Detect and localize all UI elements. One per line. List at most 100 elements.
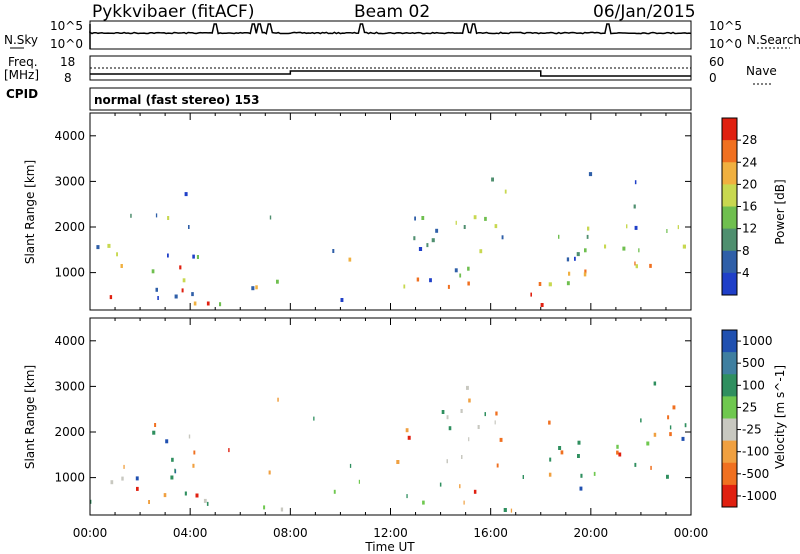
colorbar-swatch	[722, 330, 737, 353]
scatter-cell	[123, 464, 125, 469]
scatter-cell	[558, 234, 560, 239]
freq-tick-top: 18	[60, 55, 75, 69]
scatter-cell	[566, 257, 570, 262]
velocity-panel	[89, 317, 692, 516]
scatter-cell	[468, 437, 470, 442]
velocity-colorbar-label: Velocity [m s^-1]	[773, 365, 787, 469]
scatter-cell	[626, 224, 628, 229]
scatter-cell	[206, 301, 210, 306]
y-tick-label: 2000	[54, 220, 85, 234]
scatter-cell	[333, 489, 336, 494]
scatter-cell	[181, 288, 184, 293]
scatter-cell	[167, 253, 169, 258]
scatter-cell	[403, 284, 406, 289]
scatter-cell	[574, 256, 576, 261]
scatter-cell	[468, 398, 471, 403]
scatter-cell	[588, 172, 593, 177]
colorbar-tick-label: -100	[742, 445, 769, 459]
scatter-cell	[560, 450, 564, 455]
freq-label: Freq.	[8, 55, 38, 69]
scatter-cell	[120, 264, 123, 268]
nsearch-tick-top: 10^5	[709, 19, 742, 33]
scatter-cell	[107, 243, 111, 248]
scatter-cell	[152, 430, 156, 435]
time-tick-label: 00:00	[73, 526, 108, 540]
colorbar-swatch	[722, 118, 737, 141]
scatter-cell	[459, 273, 462, 278]
scatter-cell	[184, 491, 187, 496]
scatter-cell	[349, 463, 352, 468]
scatter-cell	[251, 286, 255, 291]
scatter-cell	[635, 264, 638, 269]
cpid-text: normal (fast stereo) 153	[94, 93, 260, 107]
xlabel: Time UT	[364, 540, 415, 554]
scatter-cell	[669, 425, 672, 430]
scatter-cell	[157, 296, 159, 300]
colorbar-tick-label: 1000	[742, 334, 773, 348]
scatter-cell	[522, 475, 524, 479]
scatter-cell	[499, 437, 503, 442]
scatter-cell	[473, 215, 477, 220]
scatter-cell	[484, 216, 487, 221]
scatter-cell	[634, 261, 636, 266]
scatter-cell	[580, 473, 583, 478]
time-tick-label: 00:00	[674, 526, 709, 540]
scatter-cell	[413, 236, 416, 241]
scatter-cell	[548, 282, 552, 287]
scatter-cell	[135, 476, 139, 481]
scatter-cell	[548, 420, 551, 425]
colorbar-tick-label: 8	[742, 244, 750, 258]
scatter-cell	[584, 269, 587, 274]
colorbar-tick-label: 500	[742, 356, 765, 370]
power-panel	[89, 112, 692, 311]
scatter-cell	[510, 508, 513, 513]
scatter-cell	[155, 213, 158, 218]
colorbar-swatch	[722, 484, 737, 508]
colorbar-swatch	[722, 374, 737, 397]
scatter-cell	[467, 281, 470, 286]
scatter-cell	[666, 229, 668, 233]
scatter-cell	[188, 225, 190, 229]
scatter-cell	[155, 287, 158, 292]
scatter-cell	[459, 484, 461, 489]
scatter-cell	[587, 226, 590, 231]
scatter-cell	[170, 475, 174, 480]
power-colorbar: 4 8 12 16 20 24 28	[721, 117, 757, 296]
scatter-cell	[110, 480, 114, 485]
time-tick-label: 20:00	[574, 526, 609, 540]
scatter-cell	[435, 228, 439, 233]
colorbar-tick-label: 16	[742, 200, 757, 214]
scatter-cell	[454, 268, 458, 273]
scatter-cell	[653, 381, 657, 386]
scatter-cell	[405, 428, 409, 433]
scatter-cell	[193, 450, 196, 455]
scatter-cell	[96, 245, 100, 250]
scatter-cell	[579, 486, 583, 491]
scatter-cell	[494, 420, 496, 425]
colorbar-swatch	[722, 440, 737, 464]
colorbar-swatch	[722, 228, 737, 252]
scatter-cell	[165, 439, 169, 444]
scatter-cell	[650, 465, 652, 470]
scatter-cell	[649, 263, 652, 268]
colorbar-swatch	[722, 206, 737, 230]
scatter-cell	[406, 494, 408, 499]
scatter-cell	[263, 505, 266, 510]
date-label: 06/Jan/2015	[593, 2, 696, 22]
scatter-cell	[446, 459, 448, 464]
scatter-cell	[174, 468, 176, 473]
scatter-cell	[174, 294, 178, 299]
scatter-cell	[121, 476, 124, 481]
nsky-label: N.Sky	[4, 33, 38, 47]
scatter-cell	[154, 423, 157, 427]
scatter-cell	[228, 448, 230, 453]
colorbar-swatch	[722, 418, 737, 442]
scatter-cell	[633, 204, 636, 209]
scatter-cell	[584, 248, 587, 253]
colorbar-tick-label: -25	[742, 423, 762, 437]
y-tick-label: 1000	[54, 266, 85, 280]
scatter-cell	[577, 454, 580, 458]
scatter-cell	[593, 471, 596, 476]
scatter-cell	[682, 244, 686, 249]
colorbar-tick-label: 20	[742, 177, 757, 191]
